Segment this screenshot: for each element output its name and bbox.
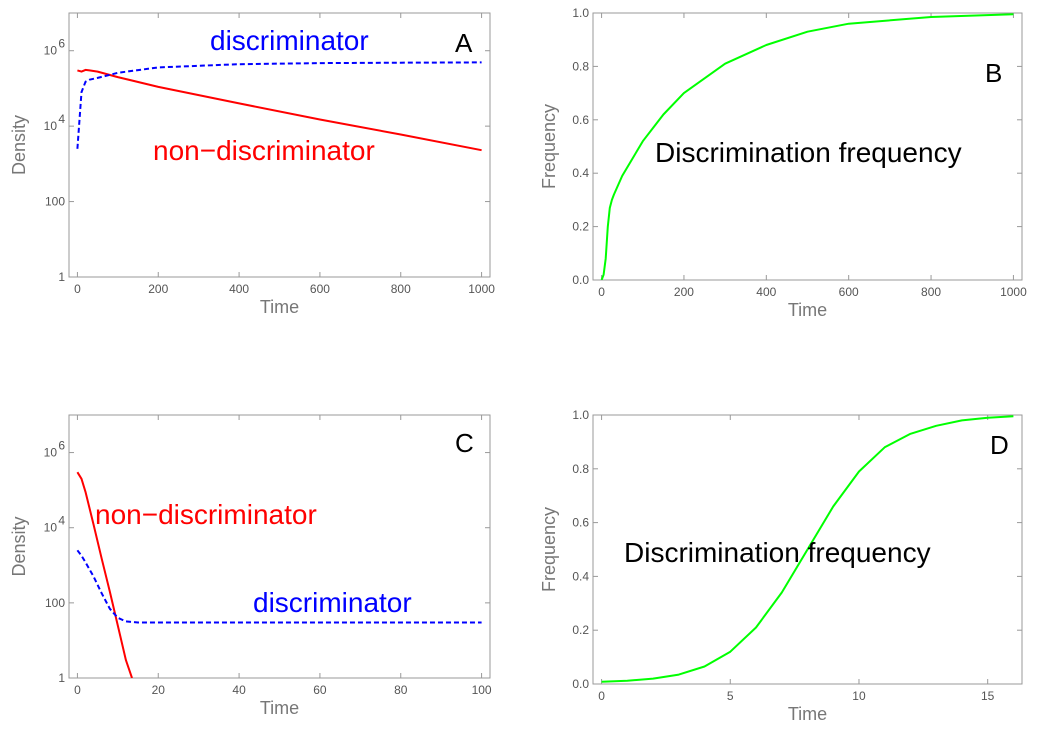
y-tick-label: 1.0 [572,408,589,422]
x-tick-label: 5 [727,689,734,703]
y-tick-exponent: 6 [58,439,65,453]
x-tick-label: 1000 [468,282,495,296]
y-tick-label: 0.6 [572,516,589,530]
series-line-1 [601,415,1014,683]
x-tick-label: 0 [598,689,605,703]
x-tick-label: 400 [756,285,776,299]
y-tick-label: 0.0 [572,273,589,287]
y-tick-exponent: 6 [58,37,65,51]
y-axis-label: Density [9,516,29,576]
annotation-label: Discrimination frequency [655,137,962,168]
y-tick-exponent: 4 [58,112,65,126]
x-tick-label: 200 [148,282,168,296]
x-axis-label: Time [260,698,299,718]
x-tick-label: 800 [391,282,411,296]
y-tick-exponent: 4 [58,514,65,528]
x-tick-label: 600 [310,282,330,296]
series-line-2 [76,549,482,624]
y-tick-label: 0.2 [572,623,589,637]
y-tick-label: 0.8 [572,59,589,73]
y-tick-label: 1 [58,270,65,284]
y-tick-label: 10 [44,521,58,535]
x-tick-label: 100 [472,683,492,697]
y-tick-label: 100 [45,195,65,209]
plot-frame [68,12,491,278]
x-tick-label: 0 [74,683,81,697]
x-tick-label: 20 [152,683,166,697]
x-tick-label: 400 [229,282,249,296]
x-tick-label: 1000 [1000,285,1027,299]
series-line-2 [76,61,482,149]
annotation-label: Discrimination frequency [624,537,931,568]
y-axis-label: Density [9,115,29,175]
y-tick-label: 100 [45,596,65,610]
panel-letter: D [990,430,1009,460]
x-tick-label: 10 [852,689,866,703]
y-tick-label: 0.6 [572,113,589,127]
x-tick-label: 600 [839,285,859,299]
plot-frame [592,12,1023,281]
y-tick-label: 1.0 [572,6,589,20]
y-tick-label: 10 [44,44,58,58]
panel-letter: A [455,28,473,58]
x-axis-label: Time [788,704,827,724]
y-axis-label: Frequency [539,507,559,592]
x-tick-label: 0 [598,285,605,299]
annotation-label: non−discriminator [95,499,317,530]
y-tick-label: 0.0 [572,677,589,691]
x-tick-label: 200 [674,285,694,299]
annotation-label: discriminator [210,25,369,56]
y-axis-label: Frequency [539,104,559,189]
y-tick-label: 0.2 [572,220,589,234]
x-tick-label: 80 [394,683,408,697]
y-tick-label: 10 [44,446,58,460]
y-tick-label: 0.4 [572,569,589,583]
x-tick-label: 800 [921,285,941,299]
x-tick-label: 0 [74,282,81,296]
y-tick-label: 0.4 [572,166,589,180]
series-line-1 [76,471,133,678]
x-tick-label: 60 [313,683,327,697]
series-line-1 [600,13,1014,280]
annotation-label: discriminator [253,587,412,618]
plot-frame [592,414,1023,685]
panel-d: 0 5 10 15 0.0 0.2 0.4 0.6 0.8 1.0 Time Frequency Dis… [539,408,1023,724]
series-line-1 [77,68,482,152]
x-tick-label: 15 [981,689,995,703]
y-tick-label: 0.8 [572,462,589,476]
panel-letter: C [455,428,474,458]
y-tick-label: 1 [58,671,65,685]
x-axis-label: Time [260,297,299,317]
x-axis-label: Time [788,300,827,320]
y-tick-label: 10 [44,119,58,133]
annotation-label: non−discriminator [153,135,375,166]
panel-letter: B [985,58,1002,88]
x-tick-label: 40 [232,683,246,697]
panel-b: 0 200 400 600 800 1000 0.0 0.2 0.4 0.6 0.8 1.0 Time F… [539,6,1027,320]
plot-frame [68,414,491,679]
